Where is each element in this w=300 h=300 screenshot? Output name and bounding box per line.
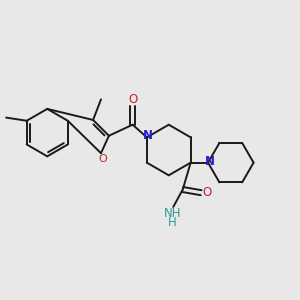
- Text: N: N: [205, 155, 214, 168]
- Text: O: O: [202, 186, 212, 199]
- Text: O: O: [128, 93, 137, 106]
- Text: H: H: [168, 216, 177, 229]
- Text: N: N: [143, 129, 153, 142]
- Text: O: O: [98, 154, 107, 164]
- Text: NH: NH: [164, 207, 181, 220]
